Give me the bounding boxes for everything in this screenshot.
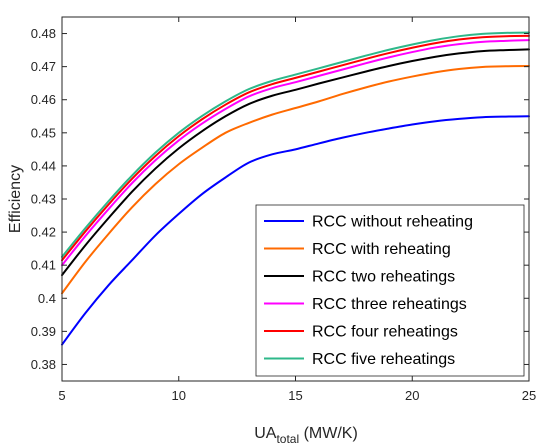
series-line-5 <box>61 34 530 262</box>
x-axis-title-unit: (MW/K) <box>299 425 358 442</box>
series-line-2 <box>61 64 530 295</box>
y-tick-label: 0.39 <box>31 324 56 339</box>
legend-label-5: RCC four reheatings <box>312 324 458 341</box>
legend-label-3: RCC two reheatings <box>312 269 455 286</box>
y-tick-label: 0.44 <box>31 158 56 173</box>
x-axis-ticks: 5 10 15 20 25 <box>58 17 536 403</box>
x-axis-title-subscript: total <box>276 432 299 446</box>
x-tick-label: 5 <box>58 388 65 403</box>
x-tick-label: 15 <box>288 388 302 403</box>
y-tick-label: 0.43 <box>31 192 56 207</box>
y-axis-ticks: 0.38 0.39 0.4 0.41 0.42 0.43 0.44 0.45 0.46 0.47 0… <box>31 26 529 372</box>
series-line-4 <box>61 39 530 267</box>
legend: RCC without reheating RCC with reheating R… <box>255 204 525 377</box>
x-tick-label: 25 <box>522 388 536 403</box>
x-tick-label: 20 <box>405 388 419 403</box>
y-tick-label: 0.38 <box>31 357 56 372</box>
y-tick-label: 0.42 <box>31 225 56 240</box>
x-axis-title-main: UA <box>254 425 277 442</box>
y-tick-label: 0.47 <box>31 59 56 74</box>
series-line-1 <box>61 115 530 346</box>
series-line-6 <box>61 31 530 258</box>
x-tick-label: 10 <box>172 388 186 403</box>
y-tick-label: 0.41 <box>31 258 56 273</box>
legend-box <box>255 204 525 377</box>
series-line-3 <box>61 48 530 277</box>
y-tick-label: 0.45 <box>31 125 56 140</box>
legend-label-1: RCC without reheating <box>312 214 473 231</box>
legend-label-2: RCC with reheating <box>312 241 451 258</box>
legend-label-6: RCC five reheatings <box>312 351 455 368</box>
legend-label-4: RCC three reheatings <box>312 296 467 313</box>
y-tick-label: 0.4 <box>38 291 56 306</box>
y-axis-title: Efficiency <box>7 165 24 233</box>
y-tick-label: 0.46 <box>31 92 56 107</box>
legend-items: RCC without reheating RCC with reheating R… <box>264 214 473 368</box>
series-layer <box>61 31 530 346</box>
y-tick-label: 0.48 <box>31 26 56 41</box>
x-axis-title: UAtotal (MW/K) <box>254 425 358 446</box>
